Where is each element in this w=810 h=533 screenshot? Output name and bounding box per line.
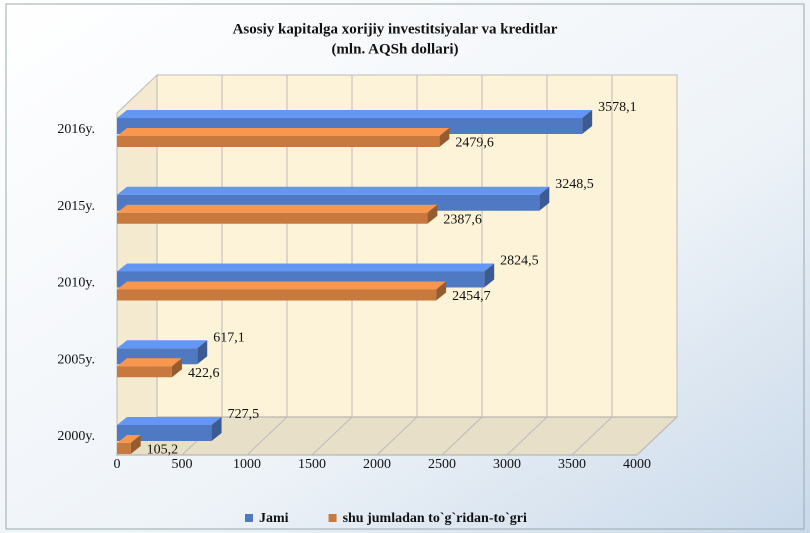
- data-label: 105,2: [147, 443, 179, 458]
- data-label: 422,6: [188, 366, 220, 381]
- bar: [117, 128, 450, 147]
- floor-grid-line: [636, 416, 678, 456]
- y-tick-label: 2016y.: [57, 122, 95, 137]
- bar-face: [117, 435, 141, 443]
- bar-face: [171, 358, 182, 378]
- floor-grid-line: [506, 416, 548, 456]
- floor-grid-line: [571, 416, 613, 456]
- bar-face: [539, 186, 550, 211]
- data-label: 3578,1: [598, 100, 637, 115]
- x-tick-label: 4000: [623, 457, 651, 472]
- bar-face: [130, 435, 141, 454]
- bar-face: [117, 128, 450, 136]
- legend-marker: [328, 514, 337, 522]
- bar: [117, 281, 447, 301]
- floor-grid-line: [246, 416, 288, 456]
- y-tick-label: 2010y.: [57, 276, 95, 291]
- bar-face: [117, 340, 208, 349]
- floor-grid-line: [311, 416, 353, 456]
- data-label: 2454,7: [452, 289, 491, 304]
- bar-face: [211, 417, 222, 441]
- data-label: 2479,6: [455, 136, 494, 151]
- bar-face: [582, 110, 593, 134]
- bar-face: [117, 212, 428, 224]
- bar-face: [436, 281, 447, 301]
- legend-label: Jami: [259, 511, 289, 526]
- bar: [117, 435, 141, 454]
- bar-face: [439, 128, 450, 147]
- x-tick-label: 0: [114, 457, 121, 472]
- y-tick-label: 2005y.: [57, 352, 95, 367]
- data-label: 3248,5: [555, 177, 594, 192]
- data-label: 617,1: [213, 330, 245, 345]
- bar-face: [117, 417, 222, 425]
- bar-face: [117, 110, 593, 118]
- bar: [117, 204, 438, 224]
- bar-face: [117, 443, 131, 454]
- y-tick-label: 2015y.: [57, 199, 95, 214]
- bar-face: [117, 263, 495, 272]
- data-label: 2387,6: [443, 212, 482, 227]
- bar-face: [117, 366, 172, 378]
- y-tick-label: 2000y.: [57, 429, 95, 444]
- bar-face: [427, 204, 438, 224]
- x-tick-label: 1500: [298, 457, 326, 472]
- bar-face: [117, 136, 440, 147]
- bar-face: [117, 289, 437, 301]
- x-tick-label: 3500: [558, 457, 586, 472]
- chart-title: Asosiy kapitalga xorijiy investitsiyalar…: [233, 21, 558, 37]
- data-label: 727,5: [228, 407, 260, 422]
- bar-face: [197, 340, 208, 365]
- data-label: 2824,5: [500, 254, 539, 269]
- x-tick-label: 3000: [493, 457, 521, 472]
- floor-grid-line: [441, 416, 483, 456]
- floor-grid-line: [376, 416, 418, 456]
- legend-label: shu jumladan to`g`ridan-to`gri: [343, 511, 527, 526]
- x-tick-label: 2500: [428, 457, 456, 472]
- bar-face: [117, 281, 447, 290]
- chart-subtitle: (mln. AQSh dollari): [331, 41, 458, 57]
- bar-face: [117, 358, 182, 367]
- frame: [5, 3, 805, 530]
- bar-face: [117, 186, 550, 195]
- bar: [117, 358, 182, 378]
- legend-marker: [245, 514, 253, 522]
- x-tick-label: 500: [172, 457, 193, 472]
- x-tick-label: 1000: [233, 457, 261, 472]
- x-tick-label: 2000: [363, 457, 391, 472]
- bar-face: [117, 204, 438, 213]
- bar-face: [484, 263, 495, 288]
